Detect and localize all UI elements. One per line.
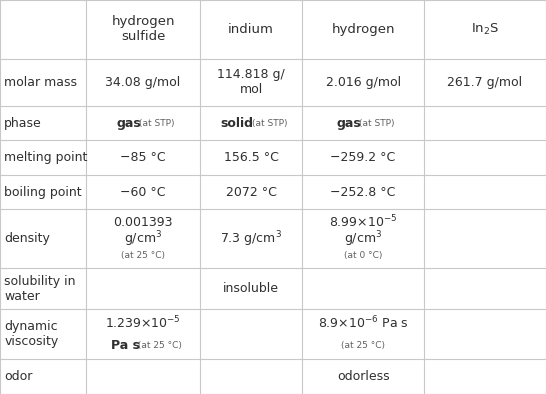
Text: (at STP): (at STP) (359, 119, 394, 128)
Text: 1.239$\times$10$^{-5}$: 1.239$\times$10$^{-5}$ (105, 315, 181, 331)
Text: gas: gas (336, 117, 361, 130)
Text: g/cm$^3$: g/cm$^3$ (124, 229, 162, 249)
Text: Pa s: Pa s (110, 339, 140, 352)
Text: solubility in
water: solubility in water (4, 275, 76, 303)
Text: 7.3 g/cm$^3$: 7.3 g/cm$^3$ (220, 229, 282, 249)
Text: (at 25 °C): (at 25 °C) (341, 341, 385, 350)
Text: indium: indium (228, 23, 274, 36)
Text: odor: odor (4, 370, 33, 383)
Text: hydrogen: hydrogen (331, 23, 395, 36)
Text: solid: solid (220, 117, 253, 130)
Text: gas: gas (116, 117, 141, 130)
Text: 156.5 °C: 156.5 °C (224, 151, 278, 164)
Text: −60 °C: −60 °C (120, 186, 166, 199)
Text: molar mass: molar mass (4, 76, 78, 89)
Text: boiling point: boiling point (4, 186, 82, 199)
Text: (at 0 °C): (at 0 °C) (344, 251, 382, 260)
Text: 34.08 g/mol: 34.08 g/mol (105, 76, 181, 89)
Text: 261.7 g/mol: 261.7 g/mol (447, 76, 523, 89)
Text: phase: phase (4, 117, 42, 130)
Text: 2072 °C: 2072 °C (225, 186, 277, 199)
Text: 0.001393: 0.001393 (114, 216, 173, 229)
Text: density: density (4, 232, 50, 245)
Text: melting point: melting point (4, 151, 88, 164)
Text: g/cm$^3$: g/cm$^3$ (344, 229, 382, 249)
Text: 8.9$\times$10$^{-6}$ Pa s: 8.9$\times$10$^{-6}$ Pa s (318, 315, 408, 331)
Text: (at STP): (at STP) (252, 119, 287, 128)
Text: odorless: odorless (337, 370, 389, 383)
Text: −252.8 °C: −252.8 °C (330, 186, 396, 199)
Text: hydrogen
sulfide: hydrogen sulfide (111, 15, 175, 43)
Text: 114.818 g/
mol: 114.818 g/ mol (217, 68, 285, 96)
Text: In$_2$S: In$_2$S (471, 22, 499, 37)
Text: (at STP): (at STP) (139, 119, 174, 128)
Text: insoluble: insoluble (223, 282, 279, 295)
Text: 8.99$\times$10$^{-5}$: 8.99$\times$10$^{-5}$ (329, 214, 397, 231)
Text: (at 25 °C): (at 25 °C) (135, 341, 182, 350)
Text: 2.016 g/mol: 2.016 g/mol (325, 76, 401, 89)
Text: −85 °C: −85 °C (120, 151, 166, 164)
Text: dynamic
viscosity: dynamic viscosity (4, 320, 58, 348)
Text: (at 25 °C): (at 25 °C) (121, 251, 165, 260)
Text: −259.2 °C: −259.2 °C (330, 151, 396, 164)
